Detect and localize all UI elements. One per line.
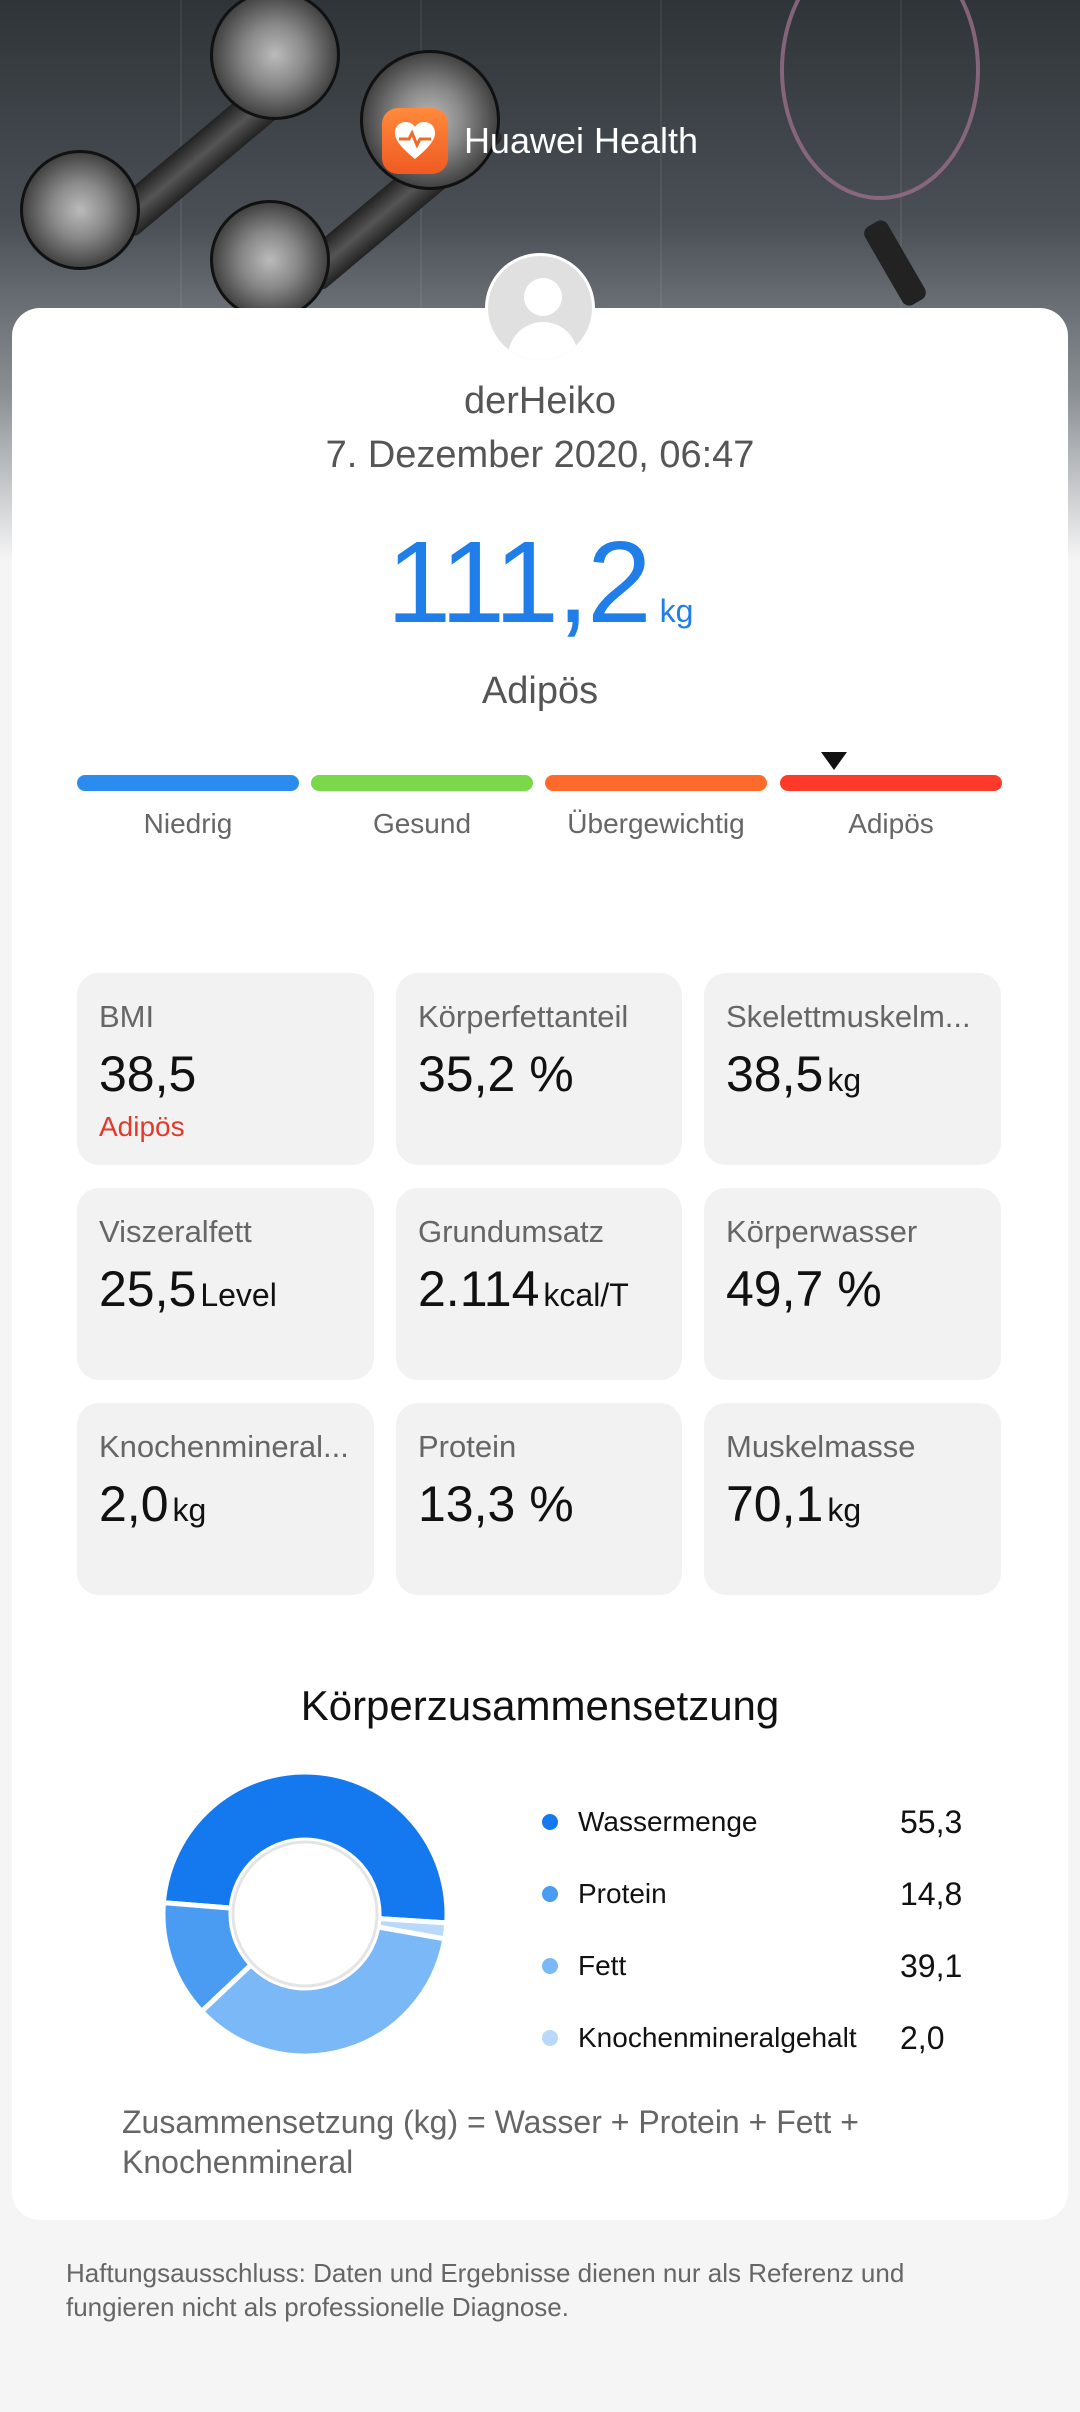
scale-segment-uebergewichtig xyxy=(545,775,767,791)
scale-label: Niedrig xyxy=(143,808,233,839)
metric-label: Körperfettanteil xyxy=(418,999,629,1034)
metric-tile-viszeralfett[interactable]: Viszeralfett 25,5 Level xyxy=(77,1188,374,1380)
legend-item: Protein 14,8 xyxy=(540,1858,980,1930)
metric-value: 38,5 kg xyxy=(726,1046,862,1102)
metric-label: Viszeralfett xyxy=(99,1214,252,1249)
weight-value: 111,2 xyxy=(386,517,652,647)
metric-value: 49,7 % xyxy=(726,1261,882,1317)
scale-marker-icon xyxy=(821,752,847,770)
metric-tile-protein[interactable]: Protein 13,3 % xyxy=(396,1403,682,1595)
composition-legend: Wassermenge 55,3 Protein 14,8 Fett 39,1 … xyxy=(540,1786,980,2074)
donut-hole xyxy=(231,1840,379,1988)
app-name: Huawei Health xyxy=(463,120,699,161)
app-brand: Huawei Health xyxy=(0,108,1080,174)
legend-dot-icon xyxy=(542,1814,558,1830)
legend-label: Wassermenge xyxy=(578,1806,758,1837)
metric-label: Grundumsatz xyxy=(418,1214,605,1249)
metric-tile-knochenmineral[interactable]: Knochenmineral... 2,0 kg xyxy=(77,1403,374,1595)
legend-label: Knochenmineralgehalt xyxy=(578,2022,857,2053)
metric-status: Adipös xyxy=(99,1111,185,1142)
metric-label: Skelettmuskelm... xyxy=(726,999,971,1034)
legend-item: Knochenmineralgehalt 2,0 xyxy=(540,2002,980,2074)
weight-display: 111,2 kg xyxy=(0,515,1080,649)
weight-category: Adipös xyxy=(481,670,599,712)
composition-formula: Zusammensetzung (kg) = Wasser + Protein … xyxy=(122,2104,859,2180)
legend-dot-icon xyxy=(542,1958,558,1974)
donut-slice-2 xyxy=(198,1924,448,2059)
metric-value: 38,5 xyxy=(99,1046,197,1102)
scale-label: Adipös xyxy=(848,808,934,839)
metric-value: 25,5 Level xyxy=(99,1261,277,1317)
donut-slice-3 xyxy=(374,1915,450,1942)
measurement-datetime: 7. Dezember 2020, 06:47 xyxy=(325,434,755,476)
metric-tile-bmi[interactable]: BMI 38,5 Adipös xyxy=(77,973,374,1165)
weight-unit: kg xyxy=(659,593,694,629)
metric-tile-skelettmuskelmasse[interactable]: Skelettmuskelm... 38,5 kg xyxy=(704,973,1001,1165)
metric-tile-koerperwasser[interactable]: Körperwasser 49,7 % xyxy=(704,1188,1001,1380)
composition-donut-chart xyxy=(160,1769,450,2059)
legend-label: Protein xyxy=(578,1878,667,1909)
disclaimer-text: Haftungsausschluss: Daten und Ergebnisse… xyxy=(66,2258,905,2322)
legend-item: Wassermenge 55,3 xyxy=(540,1786,980,1858)
metric-tile-grundumsatz[interactable]: Grundumsatz 2.114 kcal/T xyxy=(396,1188,682,1380)
heart-app-icon xyxy=(381,108,448,174)
avatar[interactable] xyxy=(485,253,595,363)
metric-label: Knochenmineral... xyxy=(99,1429,349,1464)
metric-value: 2.114 kcal/T xyxy=(418,1261,629,1317)
legend-item: Fett 39,1 xyxy=(540,1930,980,2002)
scale-segment-gesund xyxy=(311,775,533,791)
composition-title: Körperzusammensetzung xyxy=(300,1682,780,1729)
metric-value: 35,2 % xyxy=(418,1046,574,1102)
metric-label: Muskelmasse xyxy=(726,1429,916,1464)
metric-value: 2,0 kg xyxy=(99,1476,207,1532)
donut-slice-0 xyxy=(160,1769,450,1926)
metric-value: 13,3 % xyxy=(418,1476,574,1532)
scale-label: Gesund xyxy=(372,808,472,839)
legend-value: 39,1 xyxy=(900,1947,963,1984)
metric-label: BMI xyxy=(99,999,155,1034)
legend-label: Fett xyxy=(578,1950,627,1981)
metric-value: 70,1 kg xyxy=(726,1476,862,1532)
metric-label: Protein xyxy=(418,1429,517,1464)
metric-tile-muskelmasse[interactable]: Muskelmasse 70,1 kg xyxy=(704,1403,1001,1595)
username: derHeiko xyxy=(463,380,617,422)
legend-value: 14,8 xyxy=(900,1875,963,1912)
legend-value: 55,3 xyxy=(900,1803,963,1840)
legend-dot-icon xyxy=(542,1886,558,1902)
legend-dot-icon xyxy=(542,2030,558,2046)
metric-tile-koerperfettanteil[interactable]: Körperfettanteil 35,2 % xyxy=(396,973,682,1165)
scale-segment-niedrig xyxy=(77,775,299,791)
metric-label: Körperwasser xyxy=(726,1214,918,1249)
legend-value: 2,0 xyxy=(900,2019,945,2056)
scale-segment-adipoes xyxy=(780,775,1002,791)
scale-label: Übergewichtig xyxy=(567,808,745,839)
